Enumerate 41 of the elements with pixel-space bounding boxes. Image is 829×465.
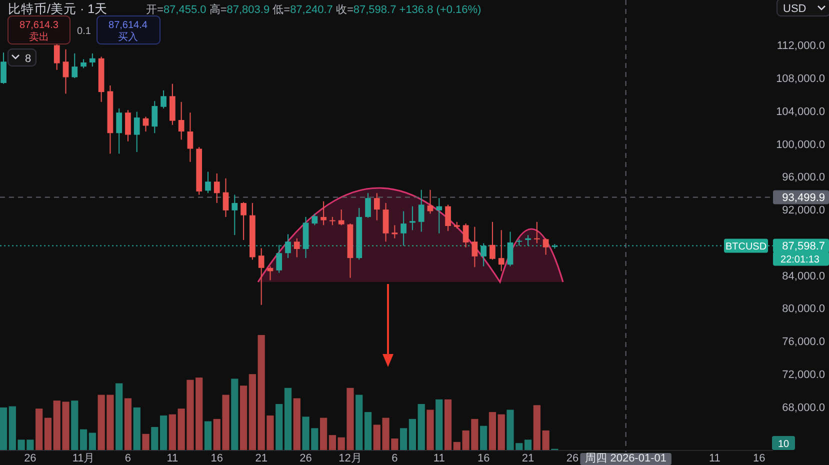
x-tick-label: 21: [522, 452, 534, 464]
annotation: 买入: [118, 32, 138, 43]
y-tick-label: 108,000.0: [776, 73, 825, 86]
x-tick-label: 12月: [338, 452, 362, 464]
y-tick-label: 96,000.0: [782, 172, 825, 184]
ref-tag: 93,499.9: [773, 190, 829, 204]
x-tick-label: 26: [566, 452, 579, 464]
annotation: BTCUSD: [725, 242, 767, 253]
annotation: 8: [24, 53, 32, 65]
y-tick-label: 112,000.0: [776, 40, 825, 52]
x-tick-label: 6: [392, 452, 398, 464]
x-tick-label: 21: [255, 452, 268, 464]
annotation: 87,614.3: [20, 20, 58, 31]
x-tick-label: 26: [24, 452, 36, 464]
subtitle: 开=87,455.0 高=87,803.9 低=87,240.7 收=87,598.7 +136.8 (+0.16%): [146, 4, 482, 16]
y-tick-label: 76,000.0: [782, 336, 825, 348]
x-tick-label: 11月: [72, 452, 95, 464]
x-tick-label: 6: [124, 452, 132, 464]
y-tick-label: 104,000.0: [776, 106, 825, 118]
annotation: 卖出: [29, 32, 49, 43]
y-tick-label: 100,000.0: [776, 138, 825, 151]
title: 比特币/美元 · 1天: [8, 2, 108, 16]
y-tick-label: 84,000.0: [782, 270, 825, 282]
x-tick-label: 11: [433, 452, 445, 464]
y-tick-label: 80,000.0: [782, 303, 825, 316]
x-tick-label: 26: [300, 452, 312, 464]
annotation: 87,614.4: [108, 20, 148, 31]
x-tick-label: 16: [477, 452, 490, 464]
ref-tag: 87,598.7: [773, 238, 829, 253]
y-tick-label: 68,000.0: [782, 402, 825, 414]
ref-line-label: 93,499.9: [782, 192, 825, 204]
x-tick-label: 11: [709, 452, 720, 464]
ref-line-label: 87,598.7: [782, 240, 825, 253]
ref-tag: 周四 2026-01-01: [580, 452, 672, 465]
annotation: USD: [783, 3, 806, 15]
y-tick-label: 92,000.0: [782, 204, 825, 217]
x-tick-label: 11: [166, 452, 178, 464]
annotation: 0.1: [77, 26, 91, 37]
y-tick-label: 72,000.0: [782, 368, 825, 381]
x-tick-label: 16: [210, 452, 223, 464]
x-tick-label: 16: [753, 452, 766, 464]
